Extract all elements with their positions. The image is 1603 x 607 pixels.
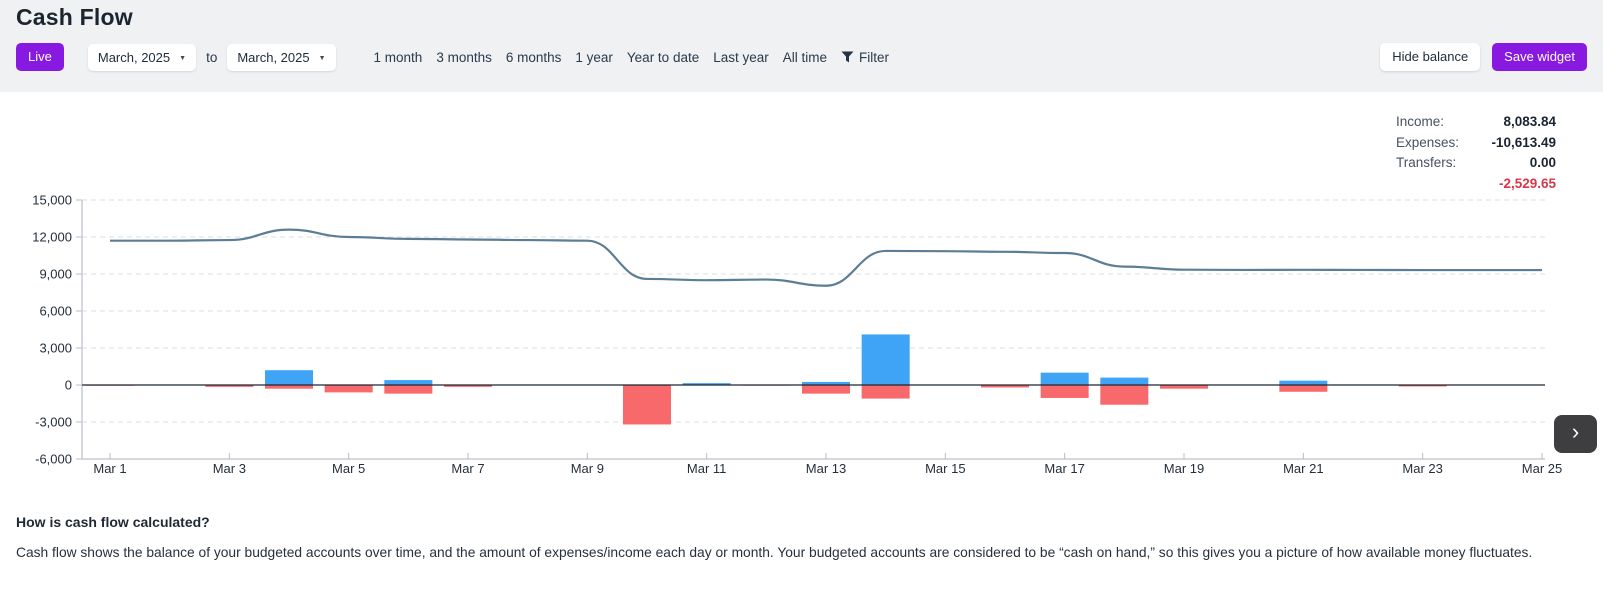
summary-net-row: -2,529.65 (1396, 174, 1556, 195)
x-axis-label: Mar 1 (93, 461, 126, 476)
hide-balance-button[interactable]: Hide balance (1380, 42, 1481, 72)
to-month-select[interactable]: March, 2025 ▼ (227, 43, 336, 71)
balance-line (110, 228, 1542, 287)
filter-icon (841, 51, 854, 63)
chevron-down-icon: ▼ (179, 54, 187, 62)
expense-bar (1160, 385, 1208, 389)
expense-bar (623, 385, 671, 425)
y-axis-label: 9,000 (39, 267, 72, 282)
filter-label: Filter (859, 49, 890, 65)
x-axis-label: Mar 13 (806, 461, 846, 476)
summary-transfers-row: Transfers: 0.00 (1396, 153, 1556, 174)
y-axis-label: 6,000 (39, 304, 72, 319)
income-bars (265, 334, 1328, 385)
summary-transfers-label: Transfers: (1396, 155, 1457, 171)
summary-income-row: Income: 8,083.84 (1396, 112, 1556, 133)
live-button[interactable]: Live (16, 42, 64, 72)
x-axis-label: Mar 9 (571, 461, 604, 476)
summary-expenses-label: Expenses: (1396, 134, 1460, 150)
income-bar (265, 370, 313, 385)
toolbar: Live March, 2025 ▼ to March, 2025 ▼ 1 mo… (16, 42, 1587, 72)
expense-bar (802, 385, 850, 394)
next-page-button[interactable]: › (1554, 415, 1597, 453)
range-last-year[interactable]: Last year (713, 49, 769, 65)
income-bar (861, 334, 910, 385)
income-bar (1040, 372, 1089, 385)
income-bar (1279, 380, 1328, 385)
chevron-right-icon: › (1571, 419, 1580, 444)
expense-bar (384, 385, 433, 394)
x-axis-label: Mar 7 (451, 461, 484, 476)
toolbar-right: Hide balance Save widget (1380, 42, 1587, 72)
header: Cash Flow Live March, 2025 ▼ to March, 2… (0, 0, 1603, 92)
x-axis-label: Mar 23 (1402, 461, 1442, 476)
range-3-months[interactable]: 3 months (436, 49, 492, 65)
footer-body: Cash flow shows the balance of your budg… (16, 545, 1533, 560)
expense-bar (1100, 385, 1149, 405)
y-axis-label: 0 (65, 378, 72, 393)
income-bar (384, 380, 433, 385)
x-axis-label: Mar 5 (332, 461, 365, 476)
expense-bar (981, 385, 1029, 388)
summary-expenses-row: Expenses: -10,613.49 (1396, 133, 1556, 154)
range-1-month[interactable]: 1 month (373, 49, 423, 65)
expense-bar (324, 385, 373, 393)
x-axis-label: Mar 3 (213, 461, 246, 476)
y-axis-label: -6,000 (35, 452, 72, 467)
x-axis-label: Mar 25 (1522, 461, 1562, 476)
cash-flow-chart: 15,000 12,000 9,000 6,000 3,000 0 -3,000 -6,000… (32, 193, 1562, 477)
from-month-value: March, 2025 (97, 49, 171, 65)
expense-bar (205, 385, 254, 387)
expense-bar (1040, 385, 1089, 398)
footer-heading: How is cash flow calculated? (16, 514, 210, 530)
y-axis-label: 12,000 (32, 230, 72, 245)
summary-expenses-value: -10,613.49 (1491, 134, 1556, 150)
x-axis-label: Mar 11 (687, 461, 727, 476)
x-axis-label: Mar 19 (1164, 461, 1204, 476)
range-year-to-date[interactable]: Year to date (626, 49, 700, 65)
expense-bar (1398, 385, 1447, 387)
summary-legend: Income: 8,083.84 Expenses: -10,613.49 Tr… (1396, 112, 1556, 194)
x-axis-label: Mar 15 (925, 461, 965, 476)
expense-bar (265, 385, 313, 389)
range-6-months[interactable]: 6 months (505, 49, 562, 65)
y-axis-label: 15,000 (32, 193, 72, 208)
expense-bar (1279, 385, 1328, 392)
y-axis-label: -3,000 (35, 415, 72, 430)
to-label: to (206, 49, 218, 65)
x-axis-label: Mar 17 (1044, 461, 1084, 476)
footer-info: How is cash flow calculated? Cash flow s… (0, 514, 1603, 560)
save-widget-button[interactable]: Save widget (1492, 42, 1587, 72)
income-bar (682, 383, 731, 385)
expense-bar (861, 385, 910, 399)
income-bar (802, 381, 850, 385)
page-title: Cash Flow (16, 4, 133, 30)
range-all-time[interactable]: All time (782, 49, 828, 65)
to-month-value: March, 2025 (237, 49, 310, 65)
summary-net-value: -2,529.65 (1498, 175, 1556, 191)
cash-flow-card: Income: 8,083.84 Expenses: -10,613.49 Tr… (0, 92, 1603, 607)
summary-transfers-value: 0.00 (1529, 155, 1556, 171)
range-1-year[interactable]: 1 year (575, 49, 613, 65)
summary-income-value: 8,083.84 (1503, 114, 1556, 129)
income-bar (1100, 377, 1149, 385)
from-month-select[interactable]: March, 2025 ▼ (87, 43, 197, 71)
summary-income-label: Income: (1396, 114, 1445, 129)
filter-button[interactable]: Filter (841, 50, 889, 65)
x-axis-label: Mar 21 (1283, 461, 1323, 476)
y-axis-label: 3,000 (39, 341, 72, 356)
range-links: 1 month 3 months 6 months 1 year Year to… (374, 50, 889, 65)
chevron-down-icon: ▼ (318, 54, 326, 62)
expense-bar (444, 385, 492, 387)
expense-bars (86, 385, 1447, 425)
